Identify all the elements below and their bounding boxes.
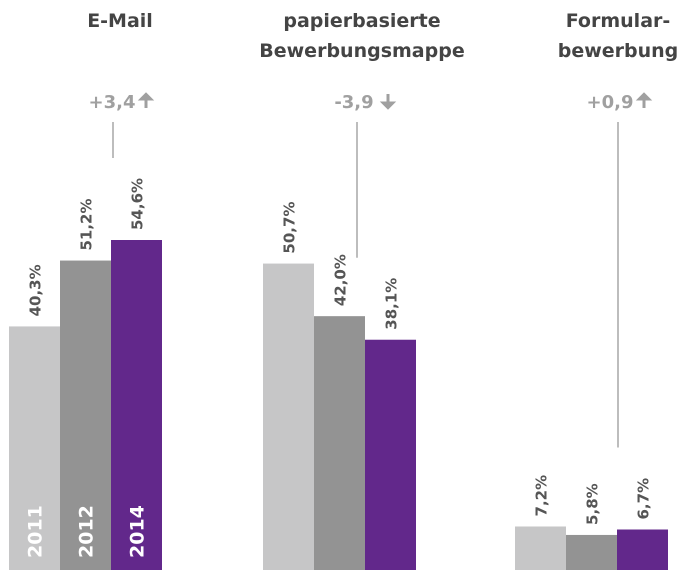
value-label: 50,7% [281,202,299,254]
value-label: 6,7% [635,478,653,520]
category-title: Bewerbungsmappe [259,40,464,62]
value-label: 5,8% [584,483,602,525]
value-label: 40,3% [27,264,45,316]
arrow-up-icon [635,92,653,108]
change-value: +0,9 [587,92,634,113]
bar-2014 [617,529,668,570]
value-label: 51,2% [78,199,96,251]
legend-year-label: 2011 [25,505,47,558]
value-label: 54,6% [129,178,147,230]
bar-2012 [314,316,365,570]
bar-2011 [9,326,60,570]
change-value: +3,4 [89,92,136,113]
bar-2011 [263,263,314,570]
arrow-down-icon [379,94,397,110]
bar-2012 [566,534,617,570]
value-label: 42,0% [332,254,350,306]
category-title: bewerbung [558,40,679,62]
category-title: Formular- [566,10,671,32]
value-label: 7,2% [533,475,551,517]
value-label: 38,1% [383,278,401,330]
bar-2012 [60,260,111,570]
change-value: -3,9 [334,92,373,113]
bar-2014 [365,339,416,570]
category-title: papierbasierte [283,10,440,32]
category-title: E-Mail [87,10,153,32]
bar-2011 [515,526,566,570]
arrow-up-icon [137,92,155,108]
bar-2014 [111,240,162,570]
legend-year-label: 2012 [76,505,98,558]
legend-year-label: 2014 [127,505,149,558]
